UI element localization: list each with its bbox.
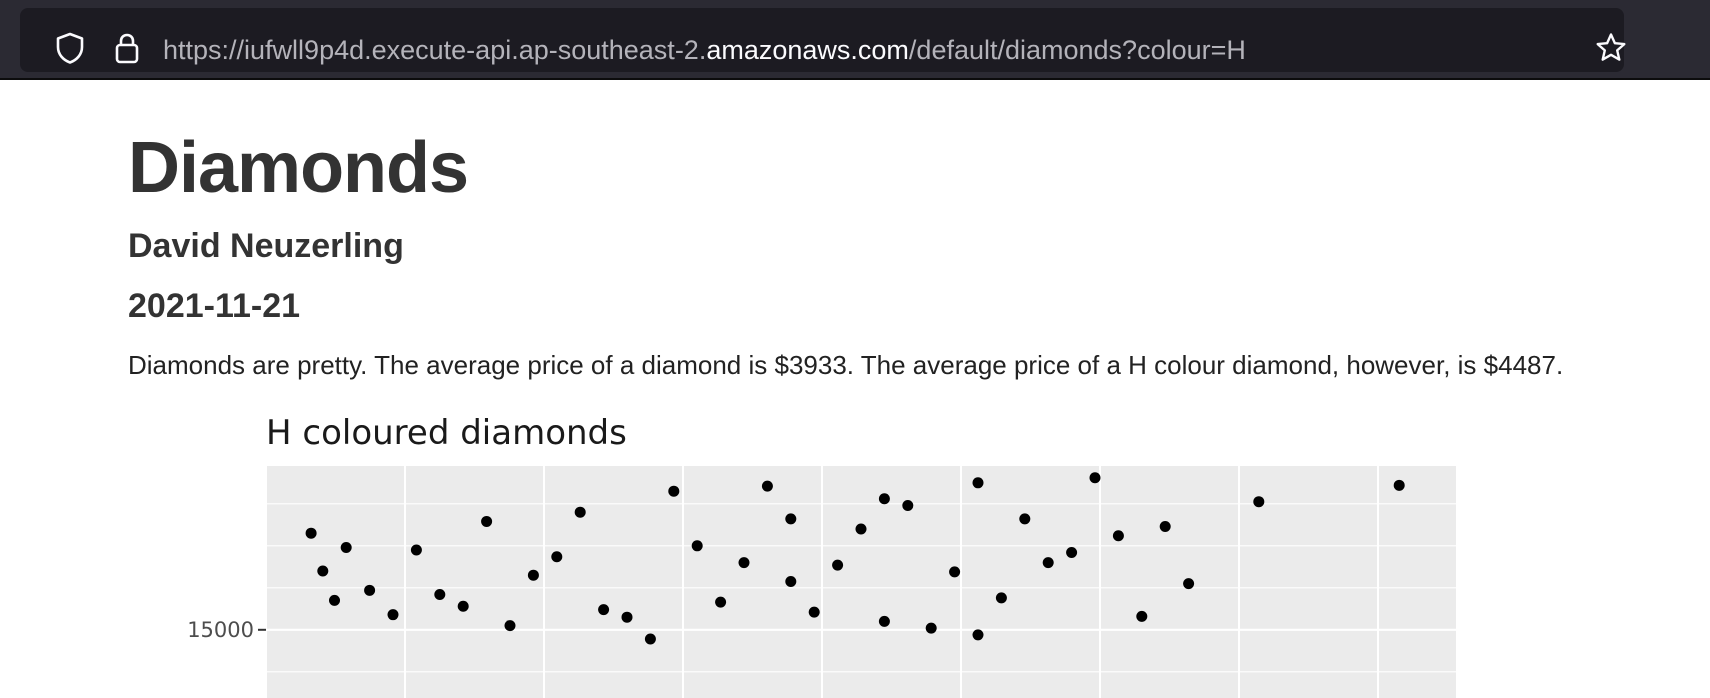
data-point — [1089, 472, 1101, 484]
data-point — [1393, 479, 1405, 491]
data-point — [972, 477, 984, 489]
author-name: David Neuzerling — [128, 227, 404, 265]
data-point — [551, 551, 563, 563]
data-point — [715, 596, 727, 608]
data-point — [878, 493, 890, 505]
data-point — [808, 606, 820, 618]
data-point — [925, 622, 937, 634]
data-point — [761, 480, 773, 492]
publish-date: 2021-11-21 — [128, 287, 301, 325]
scatter-plot: 15000 — [187, 466, 1456, 698]
data-point — [1183, 578, 1195, 590]
data-point — [598, 604, 610, 616]
url-suffix: /default/diamonds?colour=H — [908, 35, 1246, 65]
data-point — [832, 559, 844, 571]
data-point — [305, 527, 317, 539]
data-point — [1159, 520, 1171, 532]
chart-title: H coloured diamonds — [266, 413, 627, 453]
data-point — [317, 565, 329, 577]
plot-panel — [266, 466, 1456, 698]
data-point — [691, 540, 703, 552]
page-title: Diamonds — [128, 128, 469, 208]
star-icon[interactable] — [1593, 30, 1629, 66]
url-text[interactable]: https://iufwll9p4d.execute-api.ap-southe… — [163, 30, 1246, 70]
lock-icon[interactable] — [109, 30, 145, 66]
data-point — [1042, 557, 1054, 569]
data-point — [340, 541, 352, 553]
data-point — [434, 589, 446, 601]
data-point — [387, 609, 399, 621]
data-point — [785, 513, 797, 525]
data-point — [1066, 547, 1078, 559]
data-point — [644, 633, 656, 645]
data-point — [902, 499, 914, 511]
data-point — [527, 569, 539, 581]
data-point — [1019, 513, 1031, 525]
data-point — [1112, 530, 1124, 542]
data-point — [481, 515, 493, 527]
address-bar[interactable]: https://iufwll9p4d.execute-api.ap-southe… — [20, 8, 1626, 72]
data-point — [785, 576, 797, 587]
data-point — [364, 584, 376, 596]
data-point — [457, 600, 469, 612]
data-point — [668, 485, 680, 497]
data-point — [949, 566, 961, 578]
data-point — [855, 523, 867, 535]
shield-icon[interactable] — [52, 30, 88, 66]
data-point — [329, 594, 340, 606]
data-point — [738, 557, 750, 569]
data-point — [972, 629, 984, 641]
data-point — [878, 615, 890, 627]
url-host: amazonaws.com — [706, 35, 909, 65]
data-point — [504, 620, 516, 632]
data-point — [621, 611, 633, 623]
data-point — [995, 592, 1007, 604]
y-axis-tick-label: 15000 — [187, 618, 254, 642]
intro-paragraph: Diamonds are pretty. The average price o… — [128, 350, 1564, 380]
data-point — [410, 544, 422, 556]
data-point — [1136, 610, 1148, 622]
data-point — [574, 506, 586, 518]
url-prefix: https://iufwll9p4d.execute-api.ap-southe… — [163, 35, 707, 65]
data-point — [1253, 496, 1265, 508]
browser-toolbar: https://iufwll9p4d.execute-api.ap-southe… — [0, 0, 1710, 80]
